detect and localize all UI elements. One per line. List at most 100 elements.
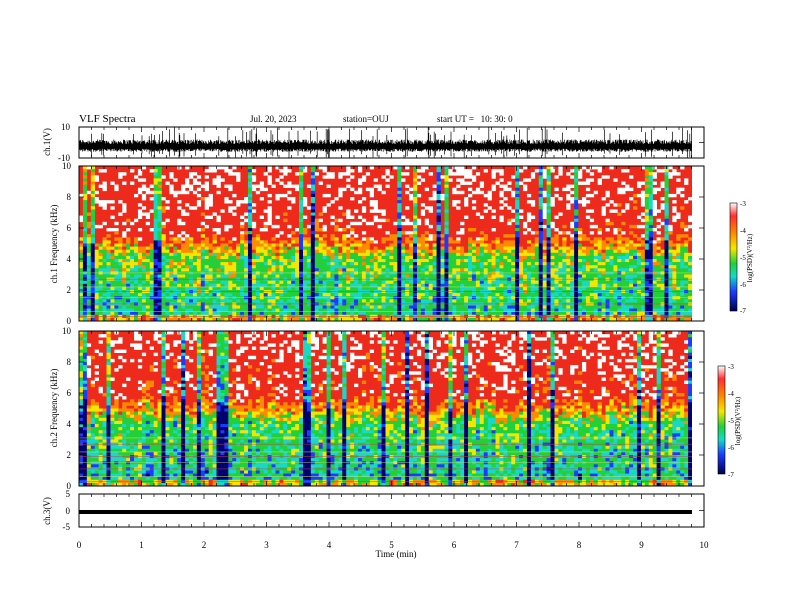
spectrogram-cell — [126, 246, 131, 250]
spectrogram-cell — [397, 178, 402, 182]
spectrogram-cell — [585, 181, 591, 185]
spectrogram-cell — [440, 283, 445, 288]
spectrogram-cell — [676, 187, 681, 192]
spectrogram-cell — [428, 259, 433, 263]
spectrogram-cell — [141, 255, 147, 260]
spectrogram-cell — [581, 200, 587, 204]
spectrogram-cell — [444, 193, 449, 198]
spectrogram-cell — [538, 283, 543, 288]
spectrogram-cell — [680, 224, 685, 229]
spectrogram-cell — [507, 249, 512, 254]
spectrogram-cell — [617, 293, 622, 297]
spectrogram-cell — [354, 221, 359, 226]
spectrogram-cell — [636, 305, 642, 309]
spectrogram-cell — [613, 286, 618, 291]
spectrogram-cell — [538, 286, 543, 291]
spectrogram-cell — [397, 215, 402, 219]
spectrogram-cell — [86, 224, 92, 229]
spectrogram-cell — [652, 255, 657, 260]
spectrogram-cell — [401, 299, 406, 303]
spectrogram-cell — [495, 246, 500, 250]
spectrogram-cell — [161, 206, 166, 210]
spectrogram-cell — [464, 305, 469, 309]
spectrogram-cell — [165, 274, 170, 278]
spectrogram-cell — [589, 305, 595, 309]
spectrogram-cell — [578, 172, 583, 176]
spectrogram-cell — [397, 184, 402, 188]
spectrogram-cell — [137, 243, 143, 247]
spectrogram-cell — [499, 215, 504, 219]
spectrogram-cell — [546, 240, 551, 244]
spectrogram-cell — [279, 262, 284, 266]
spectrogram-cell — [495, 243, 500, 247]
spectrogram-cell — [636, 252, 642, 257]
spectrogram-cell — [515, 178, 520, 182]
spectrogram-cell — [181, 212, 186, 216]
spectrogram-cell — [538, 228, 543, 232]
spectrogram-cell — [585, 262, 591, 266]
spectrogram-cell — [302, 308, 308, 312]
spectrogram-cell — [299, 193, 304, 198]
spectrogram-cell — [495, 274, 500, 278]
spectrogram-cell — [507, 286, 512, 291]
spectrogram-cell — [365, 240, 371, 244]
spectrogram-cell — [247, 280, 253, 285]
spectrogram-cell — [409, 259, 414, 263]
spectrogram-cell — [420, 280, 426, 285]
spectrogram-cell — [409, 249, 414, 254]
spectrogram-cell — [102, 237, 107, 241]
spectrogram-cell — [503, 274, 508, 278]
spectrogram-cell — [424, 187, 430, 192]
spectrogram-cell — [208, 283, 213, 288]
spectrogram-cell — [106, 200, 111, 204]
spectrogram-cell — [444, 203, 449, 207]
spectrogram-cell — [648, 175, 654, 179]
spectrogram-cell — [145, 286, 151, 291]
spectrogram-cell — [519, 255, 524, 260]
spectrogram-cell — [90, 283, 96, 288]
spectrogram-cell — [130, 299, 135, 303]
spectrogram-cell — [82, 237, 88, 241]
spectrogram-cell — [310, 240, 316, 244]
spectrogram-cell — [495, 299, 500, 303]
spectrogram-cell — [306, 299, 312, 303]
spectrogram-cell — [519, 209, 524, 213]
spectrogram-cell — [90, 215, 96, 219]
spectrogram-cell — [334, 280, 339, 285]
spectrogram-cell — [452, 262, 457, 266]
spectrogram-cell — [636, 224, 642, 229]
spectrogram-cell — [625, 305, 630, 309]
spectrogram-cell — [581, 255, 587, 260]
spectrogram-cell — [94, 280, 99, 285]
spectrogram-cell — [413, 280, 418, 285]
spectrogram-cell — [397, 280, 402, 285]
spectrogram-cell — [644, 166, 650, 170]
spectrogram-cell — [684, 255, 689, 260]
spectrogram-cell — [291, 252, 296, 257]
spectrogram-cell — [652, 265, 657, 269]
spectrogram-cell — [456, 252, 461, 257]
spectrogram-cell — [295, 274, 300, 278]
spectrogram-cell — [204, 293, 209, 297]
spectrogram-cell — [660, 249, 665, 254]
spectrogram-cell — [330, 305, 335, 309]
spectrogram-cell — [267, 249, 272, 254]
spectrogram-cell — [672, 283, 677, 288]
spectrogram-cell — [326, 283, 331, 288]
spectrogram-cell — [471, 243, 477, 247]
spectrogram-cell — [617, 240, 622, 244]
spectrogram-cell — [424, 259, 430, 263]
spectrogram-cell — [405, 237, 410, 241]
spectrogram-cell — [334, 197, 339, 201]
spectrogram-cell — [495, 305, 500, 309]
spectrogram-cell — [357, 286, 363, 291]
spectrogram-cell — [589, 255, 595, 260]
spectrogram-cell — [656, 252, 661, 257]
spectrogram-cell — [310, 305, 316, 309]
spectrogram-cell — [291, 283, 296, 288]
spectrogram-cell — [94, 308, 99, 312]
spectrogram-cell — [546, 203, 551, 207]
spectrogram-cell — [259, 308, 264, 312]
spectrogram-cell — [546, 286, 551, 291]
spectrogram-cell — [228, 243, 233, 247]
